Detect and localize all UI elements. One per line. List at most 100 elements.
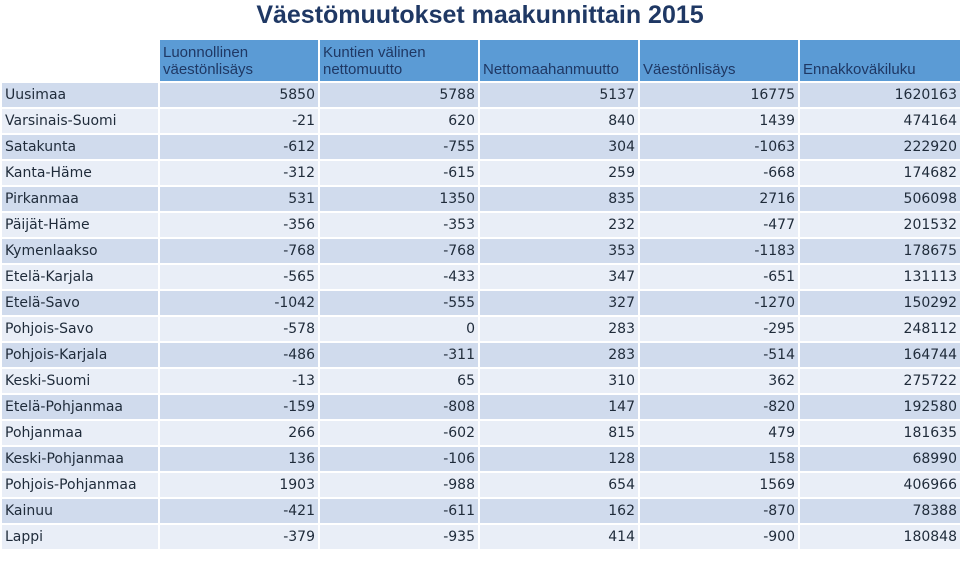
column-header: Kuntien välinen nettomuutto: [320, 40, 478, 81]
table-row: Pohjanmaa 266 -602 815 479 181635: [2, 421, 960, 445]
region-name: Keski-Suomi: [2, 369, 158, 393]
column-header: Väestönlisäys: [640, 40, 798, 81]
region-name: Uusimaa: [2, 83, 158, 107]
table-row: Päijät-Häme -356 -353 232 -477 201532: [2, 213, 960, 237]
region-name: Kanta-Häme: [2, 161, 158, 185]
header-row: Luonnollinen väestönlisäys Kuntien välinen…: [2, 40, 960, 81]
table-cell: -21: [160, 109, 318, 133]
region-name: Pohjois-Pohjanmaa: [2, 473, 158, 497]
table-cell: -477: [640, 213, 798, 237]
table-cell: 283: [480, 317, 638, 341]
table-cell: 414: [480, 525, 638, 549]
table-cell: 201532: [800, 213, 960, 237]
table-cell: -106: [320, 447, 478, 471]
table-cell: 131113: [800, 265, 960, 289]
table-cell: -565: [160, 265, 318, 289]
region-name: Keski-Pohjanmaa: [2, 447, 158, 471]
table-cell: 232: [480, 213, 638, 237]
table-row: Etelä-Karjala -565 -433 347 -651 131113: [2, 265, 960, 289]
table-cell: 835: [480, 187, 638, 211]
table-cell: 479: [640, 421, 798, 445]
table-cell: 5850: [160, 83, 318, 107]
table-cell: 531: [160, 187, 318, 211]
table-cell: -651: [640, 265, 798, 289]
column-header: Ennakkoväkiluku: [800, 40, 960, 81]
table-row: Kainuu -421 -611 162 -870 78388: [2, 499, 960, 523]
table-cell: 259: [480, 161, 638, 185]
table-cell: 620: [320, 109, 478, 133]
region-name: Etelä-Savo: [2, 291, 158, 315]
table-cell: -433: [320, 265, 478, 289]
table-row: Pohjois-Pohjanmaa 1903 -988 654 1569 406966: [2, 473, 960, 497]
table-cell: 162: [480, 499, 638, 523]
table-body: Uusimaa 5850 5788 5137 16775 1620163 Varsinais…: [2, 83, 960, 549]
table-cell: -988: [320, 473, 478, 497]
table-cell: -578: [160, 317, 318, 341]
column-header-line: Luonnollinen: [163, 44, 249, 61]
table-row: Kymenlaakso -768 -768 353 -1183 178675: [2, 239, 960, 263]
table-cell: -421: [160, 499, 318, 523]
region-name: Etelä-Karjala: [2, 265, 158, 289]
table-cell: 283: [480, 343, 638, 367]
table-cell: 78388: [800, 499, 960, 523]
table-cell: 158: [640, 447, 798, 471]
table-cell: -311: [320, 343, 478, 367]
population-change-table: Luonnollinen väestönlisäys Kuntien välinen…: [0, 38, 960, 551]
table-cell: -514: [640, 343, 798, 367]
table-row: Varsinais-Suomi -21 620 840 1439 474164: [2, 109, 960, 133]
table-cell: 1350: [320, 187, 478, 211]
table-cell: 150292: [800, 291, 960, 315]
table-cell: 5137: [480, 83, 638, 107]
table-cell: 266: [160, 421, 318, 445]
table-cell: 178675: [800, 239, 960, 263]
region-name: Pirkanmaa: [2, 187, 158, 211]
table-cell: 353: [480, 239, 638, 263]
region-name: Kymenlaakso: [2, 239, 158, 263]
table-row: Etelä-Savo -1042 -555 327 -1270 150292: [2, 291, 960, 315]
table-cell: -935: [320, 525, 478, 549]
table-cell: 815: [480, 421, 638, 445]
header-cell-empty: [2, 40, 158, 81]
table-row: Pohjois-Karjala -486 -311 283 -514 164744: [2, 343, 960, 367]
table-cell: -870: [640, 499, 798, 523]
table-cell: -1042: [160, 291, 318, 315]
table-cell: 181635: [800, 421, 960, 445]
table-cell: 5788: [320, 83, 478, 107]
table-cell: 362: [640, 369, 798, 393]
table-cell: 164744: [800, 343, 960, 367]
table-cell: 174682: [800, 161, 960, 185]
table-cell: -295: [640, 317, 798, 341]
table-cell: -1063: [640, 135, 798, 159]
table-cell: -900: [640, 525, 798, 549]
table-cell: 1903: [160, 473, 318, 497]
table-cell: 406966: [800, 473, 960, 497]
table-cell: -486: [160, 343, 318, 367]
table-cell: 147: [480, 395, 638, 419]
table-cell: 65: [320, 369, 478, 393]
table-cell: 248112: [800, 317, 960, 341]
table-cell: 1620163: [800, 83, 960, 107]
table-cell: 192580: [800, 395, 960, 419]
table-cell: 68990: [800, 447, 960, 471]
region-name: Pohjois-Karjala: [2, 343, 158, 367]
table-cell: -1183: [640, 239, 798, 263]
table-cell: -768: [320, 239, 478, 263]
table-cell: -555: [320, 291, 478, 315]
table-row: Keski-Suomi -13 65 310 362 275722: [2, 369, 960, 393]
table-cell: -668: [640, 161, 798, 185]
table-cell: 16775: [640, 83, 798, 107]
table-cell: -379: [160, 525, 318, 549]
table-cell: 136: [160, 447, 318, 471]
table-cell: 654: [480, 473, 638, 497]
region-name: Lappi: [2, 525, 158, 549]
table-cell: -768: [160, 239, 318, 263]
table-cell: 310: [480, 369, 638, 393]
table-row: Keski-Pohjanmaa 136 -106 128 158 68990: [2, 447, 960, 471]
table-cell: -611: [320, 499, 478, 523]
table-cell: 304: [480, 135, 638, 159]
table-row: Etelä-Pohjanmaa -159 -808 147 -820 192580: [2, 395, 960, 419]
table-row: Lappi -379 -935 414 -900 180848: [2, 525, 960, 549]
table-cell: -755: [320, 135, 478, 159]
region-name: Varsinais-Suomi: [2, 109, 158, 133]
column-header-line: Kuntien välinen: [323, 44, 426, 61]
